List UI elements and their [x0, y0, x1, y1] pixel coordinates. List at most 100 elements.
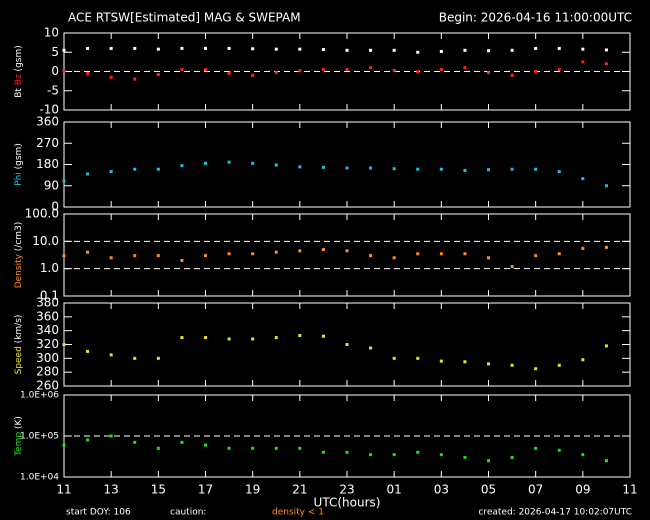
x-tick-label: 15 — [151, 483, 166, 497]
data-point — [510, 265, 514, 269]
y-tick-label: -10 — [39, 103, 59, 117]
data-point — [487, 168, 490, 172]
start-doy: start DOY: 106 — [66, 508, 131, 518]
data-point — [604, 184, 608, 188]
data-point — [62, 343, 66, 346]
data-point — [62, 48, 66, 52]
y-tick-label: 1.0E+04 — [20, 473, 59, 483]
data-point — [274, 163, 278, 167]
data-point — [180, 336, 184, 340]
data-point — [251, 47, 255, 51]
data-point — [156, 254, 160, 258]
y-axis-label-part: Temp — [14, 429, 24, 457]
data-point — [298, 446, 302, 450]
data-point — [227, 46, 231, 50]
data-point — [204, 161, 207, 165]
data-point — [227, 337, 231, 341]
data-point — [487, 256, 490, 260]
data-point — [557, 46, 561, 50]
data-point — [345, 68, 349, 72]
data-point — [180, 68, 184, 72]
y-axis-label: Bt Bz (gsm) — [14, 45, 24, 98]
y-axis-label: Speed (km/s) — [14, 315, 24, 375]
data-point — [251, 252, 255, 256]
density-note: density < 1 — [272, 508, 324, 518]
data-point — [534, 70, 538, 73]
title: ACE RTSW[Estimated] MAG & SWEPAM — [68, 11, 301, 25]
y-tick-label: 380 — [36, 296, 59, 310]
data-point — [227, 71, 231, 75]
data-point — [392, 48, 396, 52]
data-point — [109, 434, 113, 438]
data-point — [557, 170, 561, 174]
data-point — [298, 334, 302, 338]
data-point — [227, 252, 231, 256]
data-point — [274, 71, 278, 75]
x-tick-label: 07 — [528, 483, 543, 497]
data-point — [369, 66, 373, 70]
data-point — [557, 363, 561, 367]
data-point — [581, 358, 585, 362]
data-point — [180, 258, 184, 262]
data-point — [109, 353, 113, 357]
data-point — [439, 453, 443, 457]
data-point — [227, 446, 231, 450]
data-point — [463, 66, 467, 70]
y-tick-label: 300 — [36, 351, 59, 365]
y-tick-label: 0 — [51, 200, 59, 214]
data-point — [439, 252, 443, 256]
data-point — [416, 356, 420, 360]
data-point — [392, 356, 396, 360]
data-point — [439, 68, 443, 72]
y-tick-label: 320 — [36, 337, 59, 351]
y-tick-label: 10.0 — [32, 234, 59, 248]
data-point — [463, 168, 467, 172]
data-point — [392, 256, 396, 260]
data-point — [487, 362, 490, 366]
data-point — [204, 336, 207, 340]
data-point — [392, 68, 396, 72]
y-tick-label: 10 — [44, 26, 59, 40]
x-tick-label: 05 — [481, 483, 496, 497]
data-point — [86, 349, 90, 353]
data-point — [463, 360, 467, 364]
data-point — [345, 249, 349, 253]
data-point — [510, 167, 514, 171]
data-point — [62, 443, 66, 447]
data-point — [345, 450, 349, 454]
data-point — [274, 250, 278, 254]
data-point — [86, 172, 90, 176]
x-axis-label: UTC(hours) — [314, 496, 381, 510]
data-point — [204, 443, 207, 447]
y-tick-label: -5 — [47, 83, 59, 97]
data-point — [86, 71, 90, 75]
data-point — [557, 68, 561, 72]
caution: caution: — [170, 508, 206, 518]
data-point — [416, 167, 420, 171]
y-tick-label: 1.0E+06 — [20, 391, 59, 401]
x-tick-label: 19 — [245, 483, 260, 497]
data-point — [439, 359, 443, 363]
x-tick-label: 13 — [104, 483, 119, 497]
y-tick-label: 280 — [36, 365, 59, 379]
data-point — [463, 252, 467, 256]
created-time: created: 2026-04-17 10:02:07UTC — [478, 508, 632, 518]
data-point — [109, 256, 113, 260]
data-point — [180, 440, 184, 444]
x-tick-label: 03 — [434, 483, 449, 497]
data-point — [62, 69, 66, 73]
data-point — [345, 343, 349, 346]
data-point — [534, 167, 538, 171]
y-tick-label: 1.0 — [40, 261, 59, 275]
y-axis-label-part: Bz — [14, 71, 24, 85]
data-point — [156, 356, 160, 360]
data-point — [534, 254, 538, 258]
data-point — [369, 48, 373, 52]
data-point — [581, 453, 585, 457]
panel-frame — [63, 121, 631, 208]
data-point — [439, 167, 443, 171]
y-tick-label: 360 — [36, 309, 59, 323]
x-tick-label: 11 — [56, 483, 71, 497]
data-point — [581, 246, 585, 250]
